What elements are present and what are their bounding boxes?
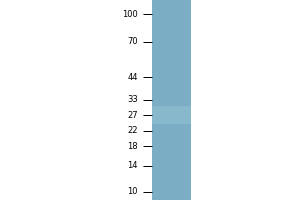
Text: 100: 100: [122, 10, 138, 19]
Text: 18: 18: [128, 142, 138, 151]
Text: 22: 22: [128, 126, 138, 135]
Bar: [152, 106, 190, 124]
Text: 27: 27: [128, 111, 138, 120]
Text: 44: 44: [128, 73, 138, 82]
Text: 10: 10: [128, 187, 138, 196]
Text: 33: 33: [127, 95, 138, 104]
Text: 14: 14: [128, 161, 138, 170]
Bar: [152, 0, 190, 200]
Text: 70: 70: [128, 37, 138, 46]
